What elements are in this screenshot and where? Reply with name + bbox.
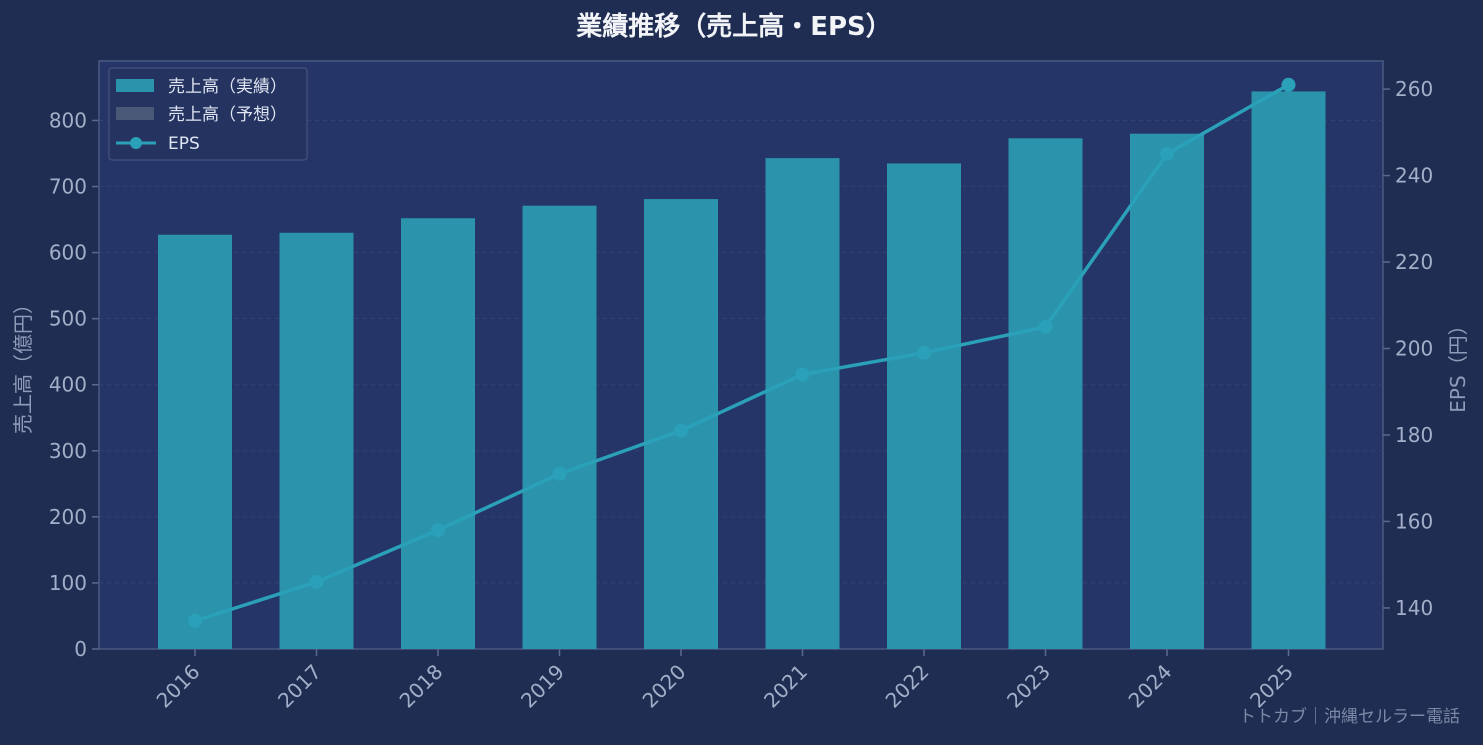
eps-point-2021	[795, 367, 810, 382]
legend: 売上高（実績） 売上高（予想） EPS	[108, 67, 308, 161]
legend-label-forecast: 売上高（予想）	[168, 105, 287, 125]
eps-point-2024	[1160, 146, 1174, 161]
y-tick-label: 100	[49, 571, 87, 595]
bar-2018	[401, 218, 475, 649]
bar-2023	[1008, 138, 1083, 649]
y-tick-label: 600	[49, 241, 87, 265]
bar-2019	[522, 205, 597, 650]
bar-series	[158, 91, 1326, 650]
eps-point-2018	[431, 523, 445, 538]
eps-series	[188, 77, 1296, 628]
y2-tick-label: 260	[1395, 77, 1433, 101]
left-axis: 0 100 200 300 400 500 600 700 800	[49, 108, 99, 661]
eps-point-2022	[917, 345, 931, 360]
y2-tick-label: 220	[1395, 250, 1433, 274]
eps-point-2020	[674, 423, 688, 438]
y2-axis-title: EPS（円）	[1446, 315, 1470, 412]
x-axis: 2016 2017 2018 2019 2020 2021 2022 2023 2024 2025	[152, 649, 1298, 713]
x-tick-label: 2019	[516, 660, 569, 713]
bar-2022	[887, 163, 961, 650]
x-tick-label: 2021	[759, 660, 812, 713]
chart-title: 業績推移（売上高・EPS）	[576, 11, 892, 42]
right-axis: 140 160 180 200 220 240 260	[1383, 77, 1433, 620]
y2-tick-label: 140	[1395, 596, 1433, 620]
x-tick-label: 2018	[395, 660, 448, 713]
x-tick-label: 2024	[1124, 660, 1177, 713]
x-tick-label: 2023	[1002, 660, 1055, 713]
y2-tick-label: 240	[1395, 164, 1433, 188]
legend-label-eps: EPS	[168, 134, 200, 154]
watermark: トトカブ｜沖縄セルラー電話	[1239, 706, 1460, 727]
bar-2016	[158, 234, 232, 649]
y-tick-label: 200	[49, 505, 87, 529]
legend-swatch-forecast	[116, 107, 154, 120]
legend-box	[108, 67, 308, 161]
legend-swatch-actual	[116, 79, 154, 92]
y2-tick-label: 160	[1395, 509, 1433, 533]
eps-point-2016	[188, 613, 202, 628]
bar-2024	[1130, 133, 1204, 649]
bar-2021	[765, 158, 840, 650]
y-tick-label: 0	[74, 637, 87, 661]
eps-line	[194, 83, 1290, 623]
y-tick-label: 400	[49, 373, 87, 397]
legend-swatch-eps-marker	[130, 137, 142, 149]
x-tick-label: 2025	[1245, 660, 1298, 713]
grid-lines	[99, 119, 1383, 584]
y2-tick-label: 200	[1395, 337, 1433, 361]
eps-point-2019	[552, 466, 567, 481]
x-tick-label: 2017	[273, 660, 326, 713]
y-tick-label: 800	[49, 108, 87, 132]
eps-point-2025	[1281, 77, 1296, 92]
x-tick-label: 2022	[881, 660, 934, 713]
eps-point-2023	[1038, 319, 1053, 334]
x-tick-label: 2020	[638, 660, 691, 713]
y2-tick-label: 180	[1395, 423, 1433, 447]
legend-label-actual: 売上高（実績）	[168, 77, 287, 97]
y-tick-label: 700	[49, 175, 87, 199]
eps-point-2017	[309, 574, 324, 589]
x-tick-label: 2016	[152, 660, 205, 713]
y-axis-title: 売上高（億円）	[11, 294, 35, 434]
bar-2025	[1251, 91, 1326, 650]
y-tick-label: 300	[49, 439, 87, 463]
y-tick-label: 500	[49, 307, 87, 331]
